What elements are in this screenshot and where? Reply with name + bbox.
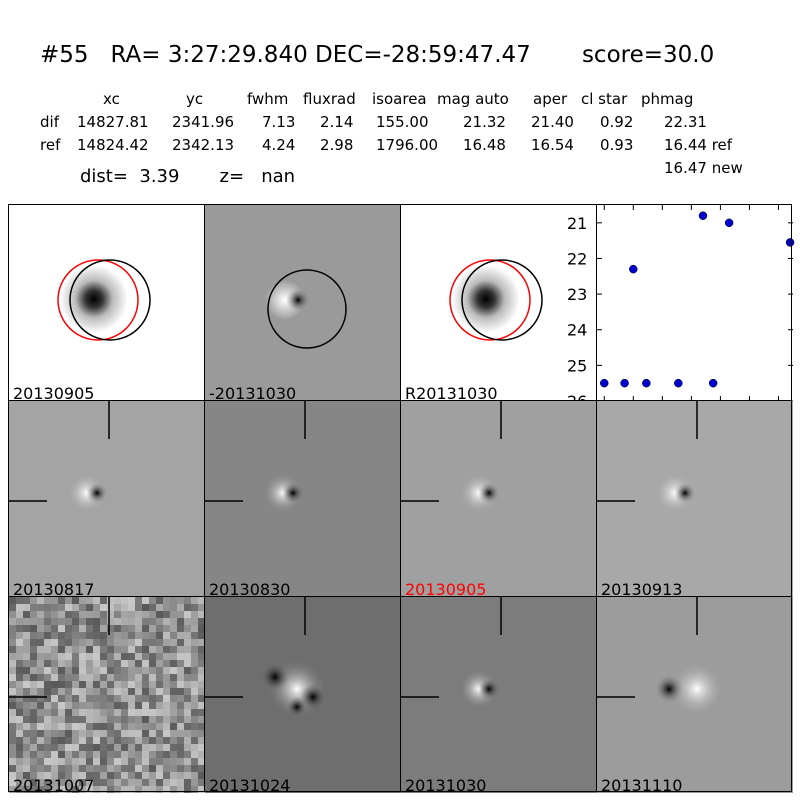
data-point [785, 238, 795, 247]
ref-value: 16.48 [463, 136, 506, 154]
star-stamp-diff [265, 269, 347, 349]
data-point [600, 378, 609, 388]
ref-value: 4.24 [262, 136, 296, 154]
y-tick-label: 23 [567, 285, 587, 304]
dist-z-line: dist= 3.39 z= nan [80, 166, 296, 187]
image-panel-diff: -20131030 [205, 205, 401, 401]
row-label: dif [40, 113, 59, 131]
image-panel-ref: R20131030 [401, 205, 597, 401]
column-header: phmag [641, 90, 694, 108]
dif-value: 21.32 [463, 113, 506, 131]
data-point [642, 378, 651, 388]
new-circle [267, 269, 347, 349]
grid-divider [596, 204, 597, 792]
ref-value: 0.93 [600, 136, 634, 154]
epoch-stamp: 20131024 [205, 597, 401, 793]
y-tick-label: 25 [567, 356, 587, 375]
panel-label: 20130905 [13, 384, 95, 401]
light-curve-chart: 212223242526-20020406080100 [567, 205, 795, 421]
data-point [724, 218, 734, 228]
star-stamp-ref [449, 259, 543, 341]
y-tick-label: 21 [567, 214, 587, 233]
ref-circle [449, 259, 531, 341]
data-point [674, 378, 683, 388]
epoch-stamp: 20131110 [597, 597, 793, 793]
y-tick-label: 22 [567, 249, 587, 268]
stamp-image [205, 401, 306, 513]
stamp-date-label: 20130830 [209, 580, 291, 597]
column-header: fluxrad [303, 90, 356, 108]
stamp-image [597, 401, 698, 513]
ref-value: 16.54 [531, 136, 574, 154]
epoch-stamp: 20130913 [597, 401, 793, 597]
new-phmag: 16.47 new [664, 159, 743, 177]
dif-value: 22.31 [664, 113, 707, 131]
ref-value: 1796.00 [376, 136, 439, 154]
row-label: ref [40, 136, 61, 154]
stamp-date-label: 20130817 [13, 580, 95, 597]
y-tick-label: 24 [567, 321, 587, 340]
epoch-stamp: 20130830 [205, 401, 401, 597]
dif-value: 2341.96 [172, 113, 235, 131]
dif-value: 155.00 [376, 113, 429, 131]
panel-label: R20131030 [405, 384, 498, 401]
dif-value: 2.14 [320, 113, 354, 131]
epoch-stamp: 20131030 [401, 597, 597, 793]
ref-circle [57, 259, 139, 341]
ref-value: 2342.13 [172, 136, 235, 154]
image-panel-new: 20130905 [9, 205, 205, 401]
epoch-stamp: 20130817 [9, 401, 205, 597]
epoch-stamp: 20130905 [401, 401, 597, 597]
column-header: xc [103, 90, 120, 108]
stamp-image [205, 597, 327, 719]
dif-value: 7.13 [262, 113, 296, 131]
stamp-image [401, 597, 502, 709]
dif-value: 0.92 [600, 113, 634, 131]
data-point [629, 264, 638, 274]
stamp-date-label: 20131007 [13, 776, 95, 793]
new-circle [461, 259, 543, 341]
column-header: cl star [581, 90, 628, 108]
column-header: mag auto [437, 90, 509, 108]
grid-divider [8, 596, 792, 597]
stamp-image [597, 597, 724, 716]
stamp-image [401, 401, 502, 513]
column-header: isoarea [372, 90, 427, 108]
candidate-title: #55 RA= 3:27:29.840 DEC=-28:59:47.47 sco… [40, 42, 715, 68]
light-curve-panel: 212223242526-20020406080100 [567, 205, 795, 421]
ref-value: 2.98 [320, 136, 354, 154]
data-point [698, 211, 708, 220]
stamp-date-label: 20131030 [405, 776, 487, 793]
epoch-stamp: 20131007 [9, 597, 205, 793]
stamp-date-label: 20131110 [601, 776, 683, 793]
data-point [708, 378, 718, 388]
panel-label: -20131030 [209, 384, 297, 401]
column-header: aper [533, 90, 568, 108]
grid-divider [204, 204, 205, 792]
stamp-image [9, 597, 205, 793]
grid-divider [400, 204, 401, 792]
data-point [620, 378, 629, 388]
grid-divider [8, 400, 792, 401]
ref-value: 16.44 ref [664, 136, 733, 154]
dif-value: 14827.81 [77, 113, 149, 131]
ref-value: 14824.42 [77, 136, 149, 154]
column-header: yc [186, 90, 204, 108]
column-header: fwhm [247, 90, 289, 108]
star-stamp-new [57, 259, 151, 341]
stamp-date-label: 20130913 [601, 580, 683, 597]
stamp-image [9, 401, 110, 513]
dif-value: 21.40 [531, 113, 574, 131]
stamp-date-label: 20131024 [209, 776, 291, 793]
new-circle [69, 259, 151, 341]
stamp-date-label: 20130905 [405, 580, 487, 597]
